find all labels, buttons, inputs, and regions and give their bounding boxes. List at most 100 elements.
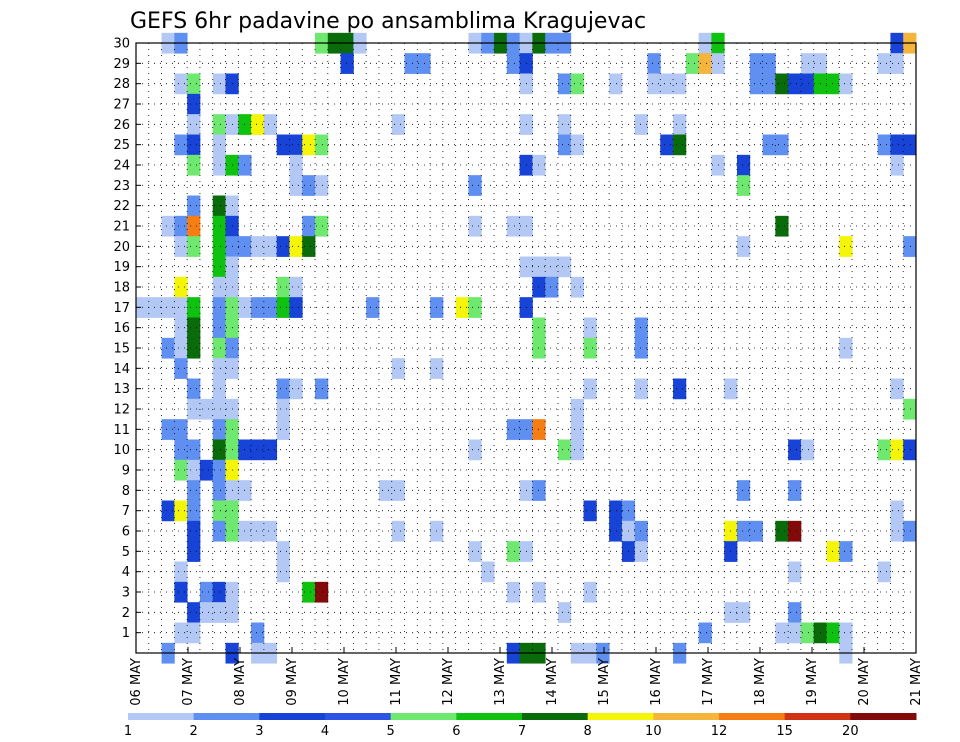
heatmap-cell — [187, 500, 201, 522]
heatmap-cell — [468, 215, 482, 237]
colorbar-label: 10 — [645, 724, 662, 739]
y-tick-label: 18 — [113, 281, 130, 296]
y-tick-label: 5 — [122, 545, 130, 560]
colorbar-swatch — [784, 713, 851, 720]
colorbar-label: 3 — [255, 724, 263, 739]
y-tick-label: 25 — [113, 138, 130, 153]
heatmap-cell — [276, 419, 290, 440]
heatmap-cell — [263, 520, 278, 542]
heatmap-cell — [673, 134, 687, 156]
heatmap-cell — [212, 520, 226, 542]
heatmap-cell — [187, 398, 201, 420]
heatmap-cell — [736, 236, 751, 257]
heatmap-cell — [826, 73, 840, 95]
heatmap-cell — [762, 134, 776, 156]
heatmap-cell — [187, 134, 201, 156]
heatmap-cell — [340, 53, 354, 74]
heatmap-cell — [212, 317, 226, 339]
heatmap-cell — [775, 215, 789, 237]
heatmap-cell — [647, 53, 661, 74]
heatmap-cell — [212, 419, 226, 440]
x-tick-label: 13 MAY — [493, 658, 508, 706]
heatmap-cell — [187, 622, 201, 644]
heatmap-cell — [903, 134, 917, 156]
heatmap-cell — [161, 500, 175, 522]
heatmap-cell — [251, 622, 265, 644]
heatmap-cell — [199, 602, 214, 623]
x-tick-label: 16 MAY — [649, 658, 664, 706]
heatmap-cell — [583, 317, 597, 339]
heatmap-cell — [800, 439, 815, 461]
heatmap-cell — [877, 134, 891, 156]
heatmap-cell — [289, 175, 303, 196]
heatmap-cell — [762, 53, 776, 74]
heatmap-cell — [174, 622, 188, 644]
heatmap-cell — [212, 256, 226, 278]
heatmap-cell — [685, 53, 700, 74]
heatmap-cell — [289, 276, 303, 298]
heatmap-cell — [634, 114, 648, 135]
x-tick-label: 12 MAY — [441, 658, 456, 706]
heatmap-cell — [315, 134, 329, 156]
y-tick-label: 26 — [113, 118, 130, 133]
heatmap-cell — [251, 520, 265, 542]
heatmap-cell — [161, 215, 175, 237]
heatmap-cell — [775, 622, 789, 644]
heatmap-cell — [775, 134, 789, 156]
y-tick-label: 7 — [122, 504, 130, 519]
heatmap-cell — [289, 154, 303, 176]
heatmap-cell — [212, 581, 226, 603]
heatmap-cell — [788, 602, 802, 623]
heatmap-cell — [736, 154, 751, 176]
heatmap-cell — [391, 480, 405, 501]
heatmap-cell — [148, 297, 162, 318]
heatmap-cell — [212, 114, 226, 135]
heatmap-cell — [775, 520, 789, 542]
heatmap-cell — [557, 439, 572, 461]
heatmap-cell — [417, 53, 431, 74]
heatmap-cell — [557, 73, 572, 95]
heatmap-cell — [174, 297, 188, 318]
heatmap-cell — [174, 134, 188, 156]
heatmap-cell — [583, 581, 597, 603]
heatmap-cell — [212, 500, 226, 522]
heatmap-cell — [263, 236, 278, 257]
heatmap-cell — [557, 134, 572, 156]
heatmap-cell — [212, 602, 226, 623]
heatmap-cell — [212, 398, 226, 420]
heatmap-cell — [890, 439, 904, 461]
heatmap-cell — [698, 622, 712, 644]
heatmap-cell — [174, 561, 188, 583]
x-tick-label: 14 MAY — [545, 658, 560, 706]
heatmap-cell — [174, 337, 188, 359]
y-tick-label: 19 — [113, 260, 130, 275]
heatmap-cell — [481, 561, 495, 583]
heatmap-cell — [736, 520, 751, 542]
heatmap-cell — [161, 419, 175, 440]
y-tick-label: 3 — [122, 586, 130, 601]
heatmap-cell — [276, 541, 290, 562]
heatmap-cell — [749, 73, 763, 95]
heatmap-cell — [212, 337, 226, 359]
heatmap-cell — [583, 337, 597, 359]
heatmap-cell — [276, 276, 290, 298]
heatmap-cell — [187, 114, 201, 135]
heatmap-cell — [276, 378, 290, 400]
y-tick-label: 2 — [122, 606, 130, 621]
heatmap-cell — [187, 602, 201, 623]
heatmap-cell — [698, 53, 712, 74]
heatmap-cell — [187, 93, 201, 115]
heatmap-cell — [634, 317, 648, 339]
heatmap-cell — [391, 358, 405, 379]
heatmap-cell — [788, 439, 802, 461]
colorbar-swatch — [587, 713, 654, 720]
heatmap-cell — [660, 73, 674, 95]
colorbar-swatch — [128, 713, 195, 720]
colorbar-label: 4 — [321, 724, 329, 739]
heatmap-cell — [775, 73, 789, 95]
heatmap-cell — [839, 236, 853, 257]
heatmap-cell — [276, 398, 290, 420]
heatmap-cell — [174, 419, 188, 440]
heatmap-cell — [890, 134, 904, 156]
